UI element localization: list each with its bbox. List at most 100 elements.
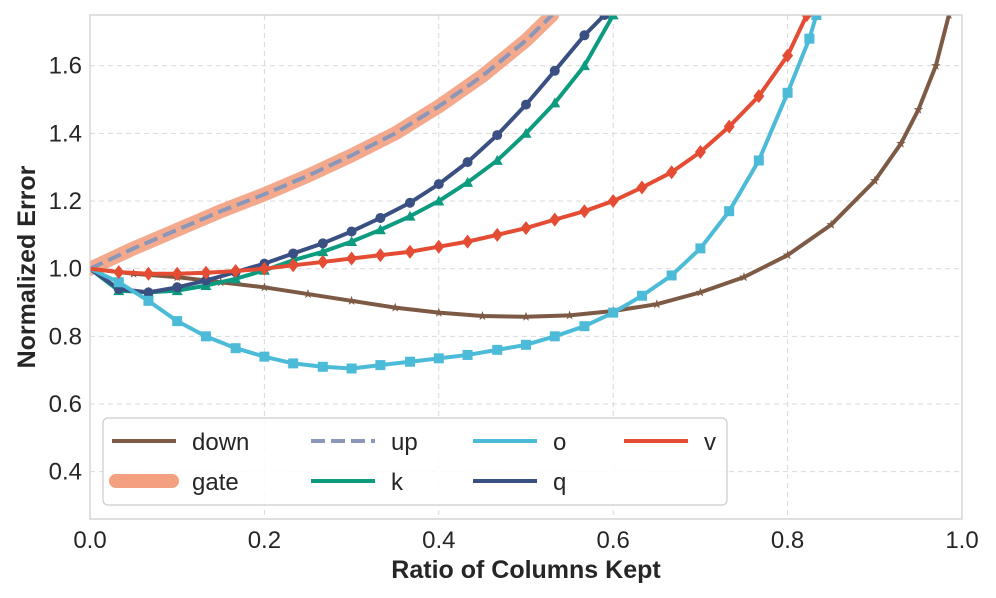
point-v-8 bbox=[317, 254, 329, 269]
tick-labels: 0.0 0.2 0.4 0.6 0.8 1.0 0.4 0.6 0.8 1.0 1.2 1.4 1.6 bbox=[49, 53, 979, 554]
point-v-24 bbox=[782, 48, 794, 63]
point-down-15 bbox=[739, 272, 749, 282]
legend-label-up: up bbox=[391, 429, 418, 456]
point-down-11 bbox=[564, 310, 575, 320]
legend: down gate up k oq v bbox=[102, 417, 728, 506]
point-k-5 bbox=[230, 273, 242, 284]
point-v-21 bbox=[694, 144, 706, 159]
legend-label-gate: gate bbox=[192, 469, 239, 496]
plot-frame bbox=[89, 14, 963, 520]
point-q-13 bbox=[462, 157, 473, 168]
point-o-22 bbox=[724, 206, 735, 217]
series-line-up bbox=[90, 15, 554, 271]
point-down-8 bbox=[434, 307, 444, 317]
plot-border bbox=[89, 14, 963, 520]
point-down-9 bbox=[477, 311, 488, 321]
point-k-13 bbox=[462, 176, 474, 187]
point-k-10 bbox=[374, 224, 386, 235]
y-tick-label-3: 1.0 bbox=[49, 256, 82, 283]
point-o-10 bbox=[375, 360, 386, 371]
point-o-17 bbox=[579, 321, 590, 332]
point-o-11 bbox=[405, 356, 416, 367]
point-down-4 bbox=[259, 282, 270, 292]
point-k-8 bbox=[317, 246, 329, 257]
point-q-15 bbox=[521, 99, 531, 110]
legend-label-o: o bbox=[553, 429, 566, 456]
legend-label-down: down bbox=[192, 429, 249, 456]
x-axis-label: Ratio of Columns Kept bbox=[391, 556, 661, 584]
point-down-16 bbox=[782, 250, 793, 260]
y-tick-label-6: 1.6 bbox=[49, 53, 82, 80]
point-v-23 bbox=[753, 89, 765, 104]
point-k-15 bbox=[520, 127, 532, 138]
point-o-18 bbox=[608, 307, 619, 318]
y-tick-label-0: 0.4 bbox=[49, 459, 82, 486]
point-v-6 bbox=[258, 261, 270, 276]
point-q-16 bbox=[549, 65, 560, 76]
x-tick-label-4: 0.8 bbox=[771, 527, 804, 554]
y-tick-label-2: 0.8 bbox=[49, 323, 82, 350]
legend-label-q: q bbox=[553, 469, 566, 496]
point-o-16 bbox=[549, 331, 560, 342]
point-v-1 bbox=[113, 265, 125, 280]
point-down-13 bbox=[652, 299, 662, 309]
point-k-16 bbox=[549, 97, 561, 108]
point-v-18 bbox=[607, 194, 619, 209]
point-o-21 bbox=[695, 243, 706, 254]
y-tick-label-4: 1.2 bbox=[49, 188, 82, 215]
point-o-14 bbox=[492, 344, 503, 355]
point-o-24 bbox=[782, 87, 793, 98]
point-k-17 bbox=[578, 60, 590, 71]
point-o-1 bbox=[113, 277, 124, 288]
point-k-11 bbox=[404, 210, 416, 221]
point-o-23 bbox=[753, 155, 764, 166]
point-down-17 bbox=[826, 219, 836, 229]
point-v-12 bbox=[433, 239, 445, 254]
point-o-4 bbox=[200, 331, 211, 342]
point-k-14 bbox=[491, 154, 503, 165]
point-v-14 bbox=[491, 227, 503, 242]
point-down-14 bbox=[695, 287, 706, 297]
x-tick-label-0: 0.0 bbox=[73, 527, 106, 554]
point-q-7 bbox=[288, 248, 299, 259]
x-tick-label-3: 0.6 bbox=[597, 527, 630, 554]
point-q-4 bbox=[200, 275, 211, 286]
legend-label-v: v bbox=[704, 429, 716, 456]
point-o-5 bbox=[230, 343, 241, 354]
point-k-9 bbox=[346, 236, 358, 247]
point-v-3 bbox=[171, 266, 183, 281]
point-down-20 bbox=[913, 104, 924, 114]
point-o-20 bbox=[666, 270, 677, 281]
point-v-9 bbox=[346, 251, 358, 266]
y-tick-label-5: 1.4 bbox=[49, 120, 82, 147]
point-q-11 bbox=[405, 197, 416, 208]
point-down-19 bbox=[896, 138, 906, 148]
y-axis-label: Normalized Error bbox=[13, 165, 41, 368]
point-v-20 bbox=[666, 165, 678, 180]
point-k-12 bbox=[433, 195, 445, 206]
point-o-3 bbox=[172, 316, 183, 327]
point-o-7 bbox=[288, 358, 299, 369]
point-o-9 bbox=[346, 363, 357, 374]
point-o-26 bbox=[811, 15, 822, 20]
point-q-18 bbox=[599, 15, 610, 20]
series-line-gate bbox=[90, 15, 560, 276]
point-v-11 bbox=[404, 244, 416, 259]
y-tick-label-1: 0.6 bbox=[49, 391, 82, 418]
point-down-6 bbox=[346, 295, 357, 305]
point-o-2 bbox=[143, 295, 154, 306]
point-q-14 bbox=[492, 130, 503, 141]
point-o-19 bbox=[636, 290, 647, 301]
point-down-22 bbox=[945, 15, 952, 20]
series-lines bbox=[90, 15, 952, 374]
point-v-5 bbox=[230, 264, 242, 279]
point-o-8 bbox=[317, 361, 328, 372]
x-tick-label-1: 0.2 bbox=[248, 527, 281, 554]
point-down-21 bbox=[931, 60, 941, 70]
point-v-13 bbox=[462, 234, 474, 249]
point-v-15 bbox=[520, 221, 532, 236]
point-o-15 bbox=[521, 339, 531, 350]
series-line-v bbox=[90, 15, 809, 276]
point-v-17 bbox=[578, 204, 590, 219]
point-down-10 bbox=[521, 311, 531, 321]
